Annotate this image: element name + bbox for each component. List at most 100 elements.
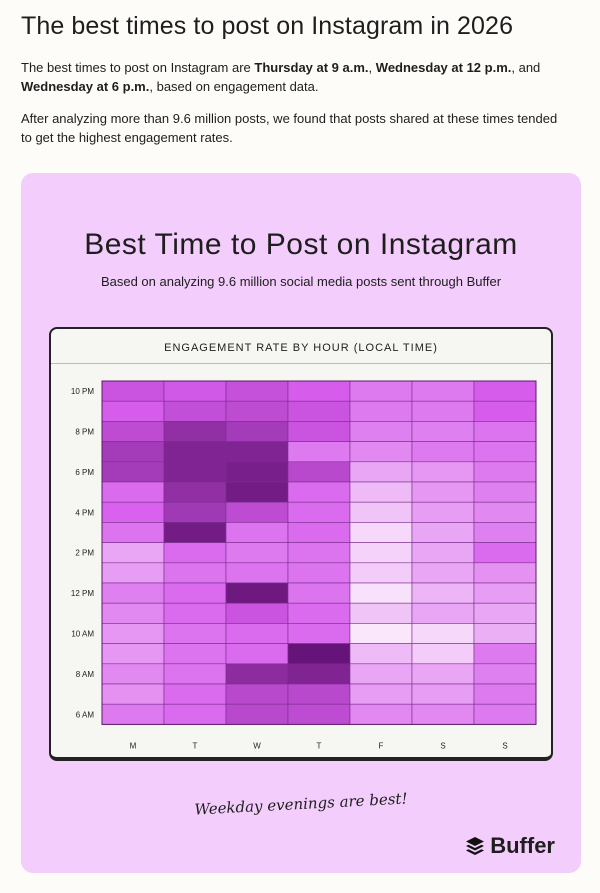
heatmap-cell — [101, 562, 165, 584]
y-tick-label: 8 AM — [76, 670, 95, 679]
heatmap-cell — [225, 623, 289, 644]
heatmap-cell — [473, 643, 537, 665]
buffer-logo-text: Buffer — [490, 833, 555, 858]
x-tick-label: S — [440, 741, 445, 750]
heatmap-cell — [225, 400, 289, 422]
heatmap-cell — [411, 703, 475, 725]
y-tick-label: 12 PM — [71, 589, 94, 598]
heatmap-cell — [287, 562, 351, 584]
intro-text-1: The best times to post on Instagram are — [21, 60, 255, 75]
heatmap-cell — [411, 602, 475, 624]
heatmap-cell — [225, 421, 289, 442]
heatmap-cell — [287, 461, 351, 483]
heatmap-cell — [411, 623, 475, 644]
best-time-3: Wednesday at 6 p.m. — [21, 79, 150, 94]
heatmap-cell — [163, 643, 227, 665]
best-time-2: Wednesday at 12 p.m. — [375, 60, 512, 75]
heatmap-cell — [473, 623, 537, 644]
heatmap-cell — [287, 703, 351, 725]
x-tick-label: T — [193, 741, 198, 750]
heatmap-cell — [473, 663, 537, 685]
heatmap-cell — [411, 421, 475, 442]
y-tick-label: 6 AM — [76, 710, 95, 719]
infographic-subtitle: Based on analyzing 9.6 million social me… — [100, 274, 502, 289]
intro-text-2: , — [368, 60, 376, 75]
y-tick-label: 8 PM — [75, 428, 94, 437]
heatmap-cell — [101, 623, 165, 644]
heatmap-cell — [287, 421, 351, 442]
heatmap-cell — [473, 481, 537, 503]
heatmap-cell — [225, 562, 289, 584]
heatmap-title-divider — [51, 363, 551, 364]
heatmap-cell — [411, 400, 475, 422]
heatmap-cell — [411, 542, 475, 564]
heatmap-cell — [101, 380, 165, 402]
heatmap-chart: 10 PM 8 PM 6 PM 4 PM 2 PM 12 PM 10 AM 8 AM 6 AM M… — [71, 380, 537, 750]
y-tick-label: 4 PM — [75, 508, 94, 517]
heatmap-cell — [349, 481, 413, 503]
heatmap-cell — [163, 421, 227, 442]
heatmap-cell — [101, 501, 165, 523]
heatmap-cell — [411, 380, 475, 402]
heatmap-cell — [163, 441, 227, 463]
heatmap-cell — [163, 542, 227, 564]
heatmap-cell — [163, 562, 227, 584]
heatmap-cell — [101, 582, 165, 604]
heatmap-cell — [349, 562, 413, 584]
heatmap-cell — [349, 683, 413, 705]
heatmap-cell — [349, 380, 413, 402]
heatmap-cell — [163, 703, 227, 725]
heatmap-title: ENGAGEMENT RATE BY HOUR (LOCAL TIME) — [164, 342, 438, 354]
y-tick-label: 10 AM — [71, 630, 94, 639]
heatmap-cell — [101, 542, 165, 564]
heatmap-cell — [287, 380, 351, 402]
heatmap-cell — [349, 643, 413, 665]
y-tick-label: 2 PM — [75, 549, 94, 558]
heatmap-panel: ENGAGEMENT RATE BY HOUR (LOCAL TIME) 10 … — [49, 327, 553, 761]
heatmap-cell — [287, 501, 351, 523]
heatmap-cell — [287, 522, 351, 543]
heatmap-cell — [473, 542, 537, 564]
y-tick-label: 6 PM — [75, 468, 94, 477]
heatmap-cell — [411, 663, 475, 685]
article-title: The best times to post on Instagram in 2… — [21, 12, 514, 40]
heatmap-cell — [349, 522, 413, 543]
heatmap-cell — [101, 481, 165, 503]
heatmap-frame — [101, 380, 537, 725]
heatmap-cell — [287, 400, 351, 422]
heatmap-cell — [101, 643, 165, 665]
heatmap-cell — [349, 501, 413, 523]
intro-text-4: , based on engagement data. — [149, 79, 319, 94]
heatmap-cell — [101, 400, 165, 422]
heatmap-cell — [349, 461, 413, 483]
buffer-logo-icon — [466, 837, 485, 855]
intro-text-3: , and — [511, 60, 541, 75]
heatmap-cell — [349, 663, 413, 685]
heatmap-cell — [411, 481, 475, 503]
heatmap-cell — [473, 461, 537, 483]
heatmap-cell — [411, 582, 475, 604]
heatmap-cell — [163, 602, 227, 624]
heatmap-cell — [225, 522, 289, 543]
x-tick-label: W — [253, 741, 261, 750]
x-tick-label: S — [502, 741, 507, 750]
heatmap-cell — [163, 400, 227, 422]
heatmap-cell — [225, 683, 289, 705]
heatmap-cell — [411, 562, 475, 584]
heatmap-cell — [101, 663, 165, 685]
heatmap-cell — [411, 461, 475, 483]
intro-paragraph: The best times to post on Instagram are … — [21, 58, 561, 96]
heatmap-cell — [473, 380, 537, 402]
heatmap-cell — [349, 582, 413, 604]
heatmap-cell — [101, 441, 165, 463]
heatmap-cell — [163, 663, 227, 685]
heatmap-cell — [101, 683, 165, 705]
heatmap-cell — [225, 602, 289, 624]
heatmap-cell — [473, 501, 537, 523]
heatmap-cell — [473, 602, 537, 624]
heatmap-cell — [163, 461, 227, 483]
heatmap-cell — [349, 602, 413, 624]
heatmap-cell — [287, 441, 351, 463]
heatmap-cell — [101, 421, 165, 442]
heatmap-cell — [225, 441, 289, 463]
